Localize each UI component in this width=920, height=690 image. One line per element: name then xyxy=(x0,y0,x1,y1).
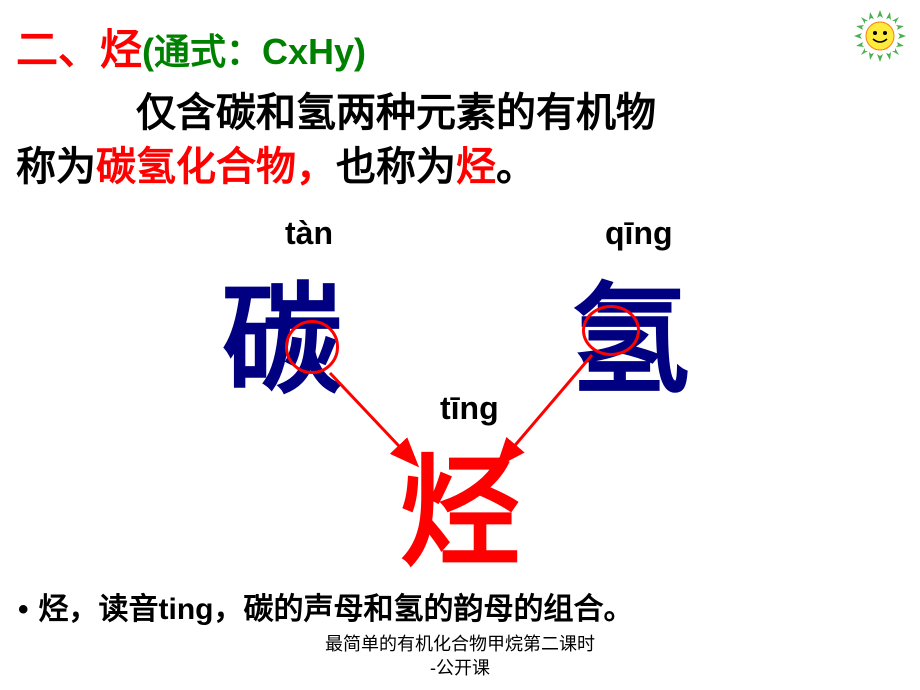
etymology-diagram: tàn qīng 碳 氢 tīng 烃 xyxy=(0,215,920,565)
def-period: 。 xyxy=(496,145,536,189)
sun-icon xyxy=(852,8,908,64)
def-ting: 烃 xyxy=(456,145,496,189)
slide-caption: 最简单的有机化合物甲烷第二课时 -公开课 xyxy=(0,633,920,680)
bottom-text: 烃，读音ting，碳的声母和氢的韵母的组合。 xyxy=(39,593,634,626)
def-line1: 仅含碳和氢两种元素的有机物 xyxy=(136,91,656,135)
arrows-svg xyxy=(0,215,920,575)
definition-paragraph: 仅含碳和氢两种元素的有机物 称为碳氢化合物，也称为烃。 xyxy=(16,86,900,194)
def-line2-pre: 称为 xyxy=(16,145,96,189)
heading-green: (通式：CxHy) xyxy=(142,31,366,72)
bullet-icon: • xyxy=(18,593,29,626)
bottom-line: • 烃，读音ting，碳的声母和氢的韵母的组合。 xyxy=(18,584,634,628)
heading-red: 二、烃 xyxy=(16,26,142,73)
def-hydrocarbon: 碳氢化合物， xyxy=(96,145,336,189)
caption-line2: -公开课 xyxy=(430,658,490,678)
caption-line1: 最简单的有机化合物甲烷第二课时 xyxy=(325,634,595,654)
def-also: 也称为 xyxy=(336,145,456,189)
